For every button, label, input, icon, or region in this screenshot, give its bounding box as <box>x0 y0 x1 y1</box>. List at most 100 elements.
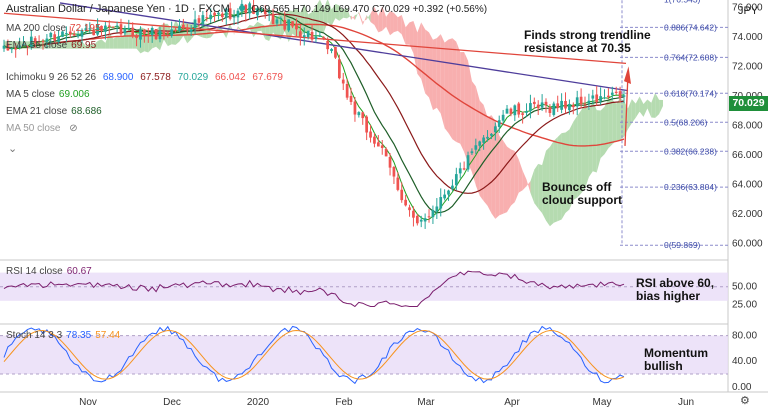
rsi-plot: 50.00 25.00 <box>0 270 757 310</box>
candle-body <box>127 27 131 29</box>
cloud-segment <box>596 110 601 173</box>
candle-body <box>306 31 310 37</box>
hidden-eye-icon[interactable]: ⊘ <box>69 123 78 134</box>
candle-body <box>295 24 298 30</box>
cloud-segment <box>616 98 621 141</box>
candle-body <box>244 4 248 13</box>
cloud-segment <box>284 10 289 43</box>
candle-body <box>65 33 68 35</box>
cloud-segment <box>331 3 336 26</box>
cloud-segment <box>518 159 523 193</box>
cloud-segment <box>655 92 660 118</box>
legend-ema55[interactable]: EMA 55 close 69.95 <box>6 40 97 51</box>
candle-body <box>607 95 610 98</box>
time-tick-label: May <box>593 397 612 408</box>
legend-ma50[interactable]: MA 50 close ⊘ <box>6 123 78 134</box>
candle-body <box>532 101 536 105</box>
cloud-segment <box>390 11 394 36</box>
cloud-segment <box>569 121 574 210</box>
candle-body <box>174 29 177 31</box>
candle-body <box>283 20 287 30</box>
cloud-segment <box>335 3 340 21</box>
candle-body <box>228 8 232 19</box>
candle-body <box>431 209 435 218</box>
legend-ma5[interactable]: MA 5 close 69.006 <box>6 89 90 100</box>
price-tick-label: 68.000 <box>732 120 763 131</box>
candle-body <box>326 40 330 50</box>
candle-body <box>150 27 154 36</box>
rsi-legend[interactable]: RSI 14 close 60.67 <box>6 266 92 277</box>
candle-body <box>349 95 353 102</box>
fib-label: 0.764(72.608) <box>664 52 717 62</box>
candle-body <box>224 8 228 18</box>
candle-body <box>419 219 423 222</box>
candle-body <box>80 29 84 37</box>
candle-body <box>252 5 255 14</box>
cloud-segment <box>588 100 593 178</box>
symbol-title[interactable]: Australian Dollar / Japanese Yen · 1D · … <box>6 3 230 15</box>
candle-body <box>454 174 458 186</box>
cloud-segment <box>261 23 266 40</box>
cloud-segment <box>483 104 488 206</box>
time-axis: Nov Dec 2020 Feb Mar Apr May Jun <box>79 397 694 408</box>
candle-body <box>100 25 103 31</box>
chart-header: Australian Dollar / Japanese Yen · 1D · … <box>6 3 487 15</box>
candle-body <box>49 32 53 38</box>
candle-body <box>170 29 174 36</box>
candle-body <box>361 112 365 119</box>
cloud-segment <box>612 99 617 145</box>
cloud-segment <box>514 150 519 203</box>
cloud-segment <box>66 41 71 49</box>
price-tick-label: 66.000 <box>732 150 763 161</box>
cloud-segment <box>573 115 578 200</box>
legend-ema21[interactable]: EMA 21 close 68.686 <box>6 106 102 117</box>
candle-body <box>68 31 72 35</box>
candle-body <box>18 45 21 48</box>
cloud-segment <box>620 98 624 140</box>
currency-label[interactable]: JPY <box>738 5 759 17</box>
candle-body <box>318 35 322 37</box>
cloud-segment <box>530 169 535 204</box>
cloud-segment <box>378 6 383 33</box>
legend-ma200[interactable]: MA 200 close 72.195 <box>6 23 101 34</box>
cloud-segment <box>386 11 391 36</box>
candle-body <box>540 102 544 108</box>
collapse-chevron-icon[interactable]: ⌄ <box>8 143 18 155</box>
candle-body <box>14 48 18 50</box>
candle-body <box>189 29 193 33</box>
fib-label: 0.382(66.238) <box>664 146 717 156</box>
candle-body <box>72 33 76 36</box>
candle-body <box>513 105 517 116</box>
cloud-segment <box>366 13 371 23</box>
candle-body <box>104 25 107 32</box>
candle-body <box>146 34 150 37</box>
legend-ichimoku[interactable]: Ichimoku 9 26 52 26 68.900 67.578 70.029… <box>6 72 283 83</box>
fib-label: 1(76.543) <box>664 0 701 4</box>
cloud-segment <box>425 29 430 98</box>
cloud-annotation: Bounces off cloud support <box>542 180 622 207</box>
candle-body <box>2 45 6 49</box>
candle-body <box>154 29 158 40</box>
cloud-segment <box>105 32 110 49</box>
candle-body <box>517 103 521 115</box>
cloud-segment <box>78 41 82 49</box>
settings-gear-icon[interactable]: ⚙ <box>740 395 750 407</box>
cloud-segment <box>421 22 426 94</box>
candle-body <box>248 3 252 14</box>
stoch-legend[interactable]: Stoch 14 3 3 78.35 57.44 <box>6 330 121 341</box>
candle-body <box>622 95 626 97</box>
candle-body <box>412 210 415 218</box>
cloud-segment <box>237 26 242 31</box>
cloud-segment <box>101 39 106 49</box>
candle-body <box>279 18 283 20</box>
candle-body <box>193 19 197 29</box>
candle-body <box>505 108 509 114</box>
cloud-segment <box>526 179 531 193</box>
fib-label: 0.618(70.174) <box>664 88 717 98</box>
candle-body <box>571 104 575 108</box>
candle-body <box>76 34 80 37</box>
cloud-segment <box>74 41 79 49</box>
cloud-segment <box>581 104 586 194</box>
cloud-segment <box>631 99 636 124</box>
